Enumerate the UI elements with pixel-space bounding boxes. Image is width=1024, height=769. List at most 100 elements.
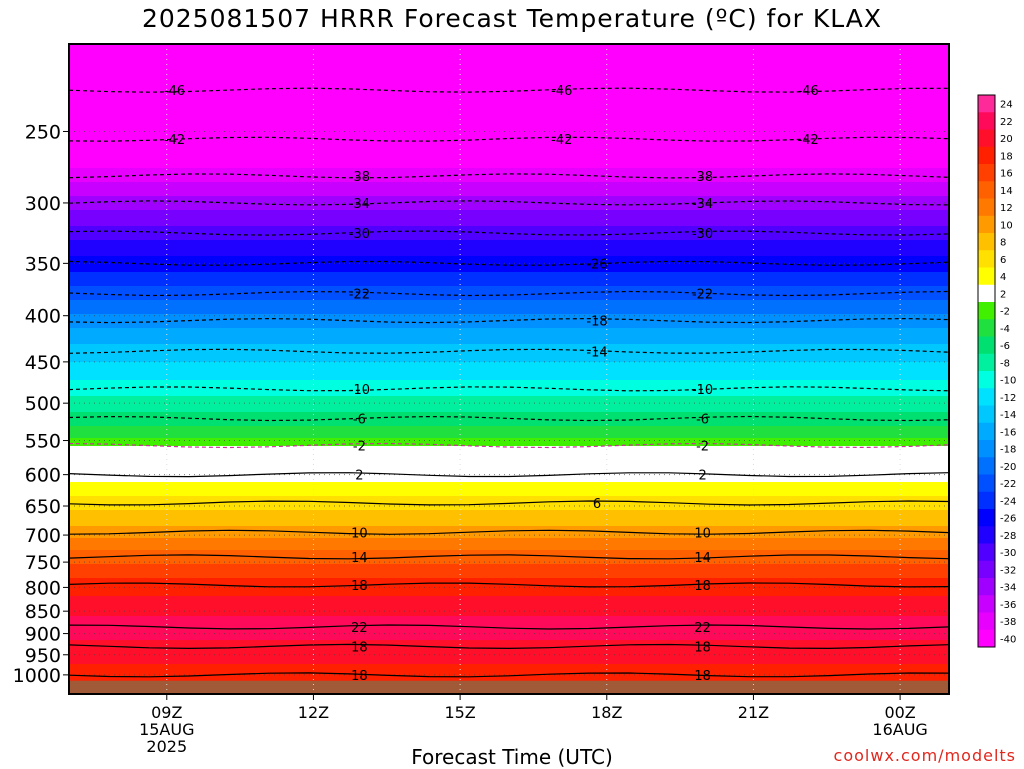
temperature-band	[69, 444, 949, 447]
temperature-band	[69, 562, 949, 565]
colorbar-swatch	[978, 146, 995, 165]
temperature-band	[69, 208, 949, 211]
colorbar-label: -12	[1000, 393, 1016, 404]
temperature-band	[69, 176, 949, 179]
contour-label: -14	[586, 345, 607, 360]
temperature-band	[69, 646, 949, 649]
temperature-band	[69, 192, 949, 195]
temperature-band	[69, 442, 949, 445]
temperature-band	[69, 316, 949, 319]
contour-label: 18	[694, 669, 711, 684]
temperature-band	[69, 568, 949, 571]
temperature-band	[69, 180, 949, 183]
temperature-band	[69, 158, 949, 161]
colorbar-label: -20	[1000, 462, 1016, 473]
temperature-band	[69, 302, 949, 305]
temperature-band	[69, 134, 949, 137]
temperature-band	[69, 406, 949, 409]
temperature-band	[69, 450, 949, 453]
temperature-band	[69, 392, 949, 395]
temperature-band	[69, 170, 949, 173]
temperature-band	[69, 214, 949, 217]
contour-label: -10	[692, 383, 713, 398]
temperature-band	[69, 620, 949, 623]
temperature-band	[69, 234, 949, 237]
y-tick-label: 650	[25, 496, 61, 518]
temperature-band	[69, 510, 949, 513]
temperature-band	[69, 72, 949, 75]
colorbar-label: -32	[1000, 565, 1016, 576]
temperature-band	[69, 218, 949, 221]
colorbar-label: 12	[1000, 203, 1013, 214]
contour-label: 2	[355, 469, 363, 484]
temperature-band	[69, 166, 949, 169]
temperature-band	[69, 182, 949, 185]
temperature-band	[69, 344, 949, 347]
contour-label: -46	[551, 84, 572, 99]
temperature-band	[69, 116, 949, 119]
temperature-band	[69, 82, 949, 85]
temperature-band	[69, 676, 949, 679]
temperature-band	[69, 454, 949, 457]
temperature-band	[69, 414, 949, 417]
contour-label: 14	[694, 551, 711, 566]
temperature-band	[69, 670, 949, 673]
temperature-band	[69, 222, 949, 225]
temperature-band	[69, 604, 949, 607]
temperature-band	[69, 436, 949, 439]
temperature-band	[69, 310, 949, 313]
contour-label: 2	[698, 469, 706, 484]
temperature-band	[69, 422, 949, 425]
temperature-band	[69, 640, 949, 643]
temperature-band	[69, 304, 949, 307]
temperature-band	[69, 196, 949, 199]
temperature-band	[69, 606, 949, 609]
temperature-band	[69, 486, 949, 489]
temperature-band	[69, 308, 949, 311]
temperature-band	[69, 318, 949, 321]
y-tick-label: 950	[25, 645, 61, 667]
colorbar-label: -10	[1000, 376, 1016, 387]
temperature-band	[69, 108, 949, 111]
temperature-band	[69, 546, 949, 549]
colorbar-label: -28	[1000, 531, 1016, 542]
temperature-band	[69, 522, 949, 525]
contour-label: 18	[351, 669, 368, 684]
contour-line	[68, 582, 950, 588]
temperature-band	[69, 512, 949, 515]
ground-layer	[69, 680, 949, 694]
temperature-band	[69, 458, 949, 461]
x-tick-label: 18Z	[591, 703, 622, 722]
pressure-axis: 2503003504004505005506006507007508008509…	[13, 121, 69, 687]
temperature-band	[69, 634, 949, 637]
colorbar-label: -34	[1000, 583, 1016, 594]
temperature-band	[69, 598, 949, 601]
temperature-bands	[69, 44, 949, 695]
temperature-band	[69, 538, 949, 541]
temperature-band	[69, 224, 949, 227]
temperature-band	[69, 258, 949, 261]
temperature-band	[69, 44, 949, 47]
x-tick-sublabel: 2025	[146, 737, 187, 756]
contour-label: -22	[692, 288, 713, 303]
contour-line	[68, 672, 950, 678]
colorbar-swatch	[978, 371, 995, 389]
temperature-band	[69, 528, 949, 531]
temperature-band	[69, 516, 949, 519]
temperature-band	[69, 178, 949, 181]
temperature-band	[69, 372, 949, 375]
temperature-band	[69, 216, 949, 219]
temperature-band	[69, 264, 949, 267]
temperature-band	[69, 220, 949, 223]
temperature-band	[69, 642, 949, 645]
y-tick-label: 900	[25, 624, 61, 646]
temperature-band	[69, 558, 949, 561]
temperature-band	[69, 198, 949, 201]
temperature-band	[69, 616, 949, 619]
temperature-band	[69, 574, 949, 577]
y-tick-label: 350	[25, 253, 61, 275]
x-tick-sublabel: 16AUG	[872, 720, 927, 739]
colorbar-swatch	[978, 198, 995, 217]
temperature-band	[69, 124, 949, 127]
